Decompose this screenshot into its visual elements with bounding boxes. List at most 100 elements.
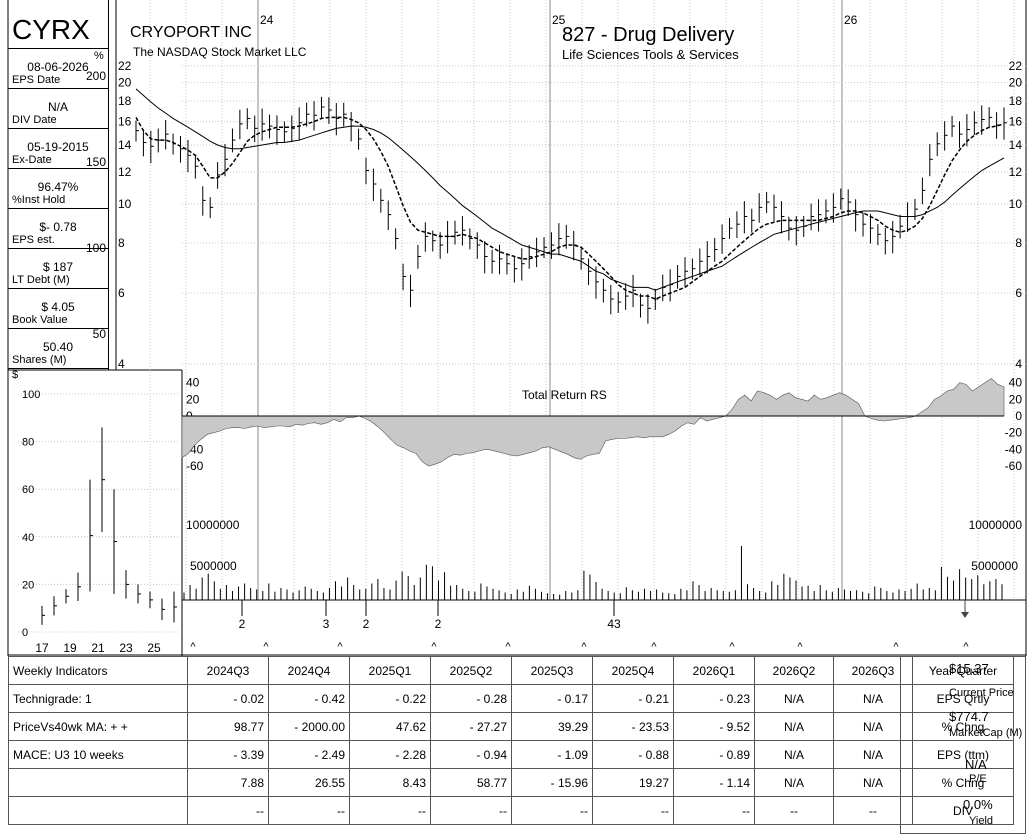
table-cell: N/A: [833, 768, 913, 797]
volume-label-left: 5000000: [190, 559, 237, 573]
caret-marker: ^: [797, 641, 803, 653]
table-cell: --: [268, 796, 350, 825]
rs-tick-right: 0: [1015, 409, 1022, 423]
inset-tick: 40: [22, 532, 34, 544]
table-cell: - 15.96: [511, 768, 593, 797]
table-cell: - 0.17: [511, 684, 593, 713]
market-cap: $774.7: [949, 709, 989, 724]
price-tick-right: 8: [1015, 236, 1022, 250]
table-cell: - 0.89: [673, 740, 755, 769]
industry-title: 827 - Drug Delivery: [562, 24, 735, 46]
year-label: 26: [844, 13, 858, 27]
table-header-cell: 2025Q1: [349, 656, 431, 685]
sidebar-value: 96.47%: [37, 180, 79, 194]
sidebar-divider: [8, 368, 108, 369]
sidebar-divider: [8, 128, 108, 129]
current-price-label: Current Price: [949, 687, 1014, 699]
market-cap-label: MarketCap (M): [949, 727, 1023, 739]
sector-name: Life Sciences Tools & Services: [562, 47, 739, 62]
price-tick-left: 10: [118, 197, 132, 211]
table-cell: - 0.88: [592, 740, 674, 769]
rs-tick-right: 20: [1009, 392, 1023, 406]
rs-tick-left: -60: [186, 459, 204, 473]
ticker-symbol: CYRX: [12, 14, 90, 45]
caret-marker: ^: [963, 641, 969, 653]
sidebar-divider: [8, 88, 108, 89]
sidebar-value: 50.40: [42, 340, 74, 354]
current-price: $15.37: [949, 661, 989, 676]
rs-tick-left: 20: [186, 392, 200, 406]
table-cell: - 0.21: [592, 684, 674, 713]
table-cell: --: [511, 796, 593, 825]
price-tick-right: 6: [1015, 286, 1022, 300]
table-row: -- -- -- -- -- -- -- -- -- DIV: [8, 796, 1014, 825]
table-header-cell: 2026Q1: [673, 656, 755, 685]
inset-tick: 0: [22, 627, 28, 639]
inset-tick: 60: [22, 484, 34, 496]
table-cell: 7.88: [187, 768, 269, 797]
table-cell: N/A: [754, 740, 834, 769]
volume-label-left: 10000000: [186, 518, 240, 532]
table-cell: --: [833, 796, 913, 825]
table-cell: 39.29: [511, 712, 593, 741]
table-cell: --: [187, 796, 269, 825]
price-tick-left: 20: [118, 76, 132, 90]
caret-marker: ^: [263, 641, 269, 653]
table-cell: - 9.52: [673, 712, 755, 741]
table-cell: N/A: [754, 684, 834, 713]
sidebar-value: $ 4.05: [41, 300, 75, 314]
table-cell: PriceVs40wk MA: + +: [8, 712, 188, 741]
down-arrow-icon: [961, 612, 969, 618]
table-cell: --: [754, 796, 834, 825]
table-cell: 98.77: [187, 712, 269, 741]
sidebar-label: %Inst Hold: [12, 194, 66, 206]
rs-tick-right: -40: [1005, 442, 1023, 456]
volume-marker: 2: [435, 617, 442, 631]
rs-chart: 4040202000-20-20-40-40-60-60: [181, 376, 1023, 473]
price-tick-right: 22: [1009, 59, 1023, 73]
inset-x-tick: 21: [91, 641, 105, 655]
table-row: 7.88 26.55 8.43 58.77- 15.96 19.27- 1.14 N/A N…: [8, 768, 1014, 797]
volume-marker: 2: [239, 617, 246, 631]
sidebar-value: $ 187: [42, 260, 74, 274]
price-chart: 4 4 6 6 8 8 10 10 12 12 14 14 16 16 18 18 20 20 22 22 200 150…: [86, 59, 1026, 371]
caret-marker: ^: [893, 641, 899, 653]
table-header-row: Weekly Indicators 2024Q3 2024Q4 2025Q1 2025Q…: [8, 656, 1014, 685]
sidebar-label: EPS est.: [12, 234, 55, 246]
table-header-cell: 2026Q2: [754, 656, 834, 685]
pe-label: P/E: [969, 773, 987, 785]
caret-marker: ^: [337, 641, 343, 653]
inset-tick: 80: [22, 437, 34, 449]
table-cell: - 3.39: [187, 740, 269, 769]
rs-tick-right: 40: [1009, 376, 1023, 390]
price-tick-right: 16: [1009, 115, 1023, 129]
sidebar-value: $- 0.78: [39, 220, 77, 234]
volume-label-right: 5000000: [971, 559, 1018, 573]
indicator-table: Weekly Indicators 2024Q3 2024Q4 2025Q1 2025Q…: [8, 656, 1026, 834]
table-cell: DIV: [912, 796, 1014, 825]
pct-axis-label: %: [94, 50, 104, 62]
price-tick-right: 12: [1009, 165, 1023, 179]
price-tick-right: 10: [1009, 197, 1023, 211]
inset-x-tick: 25: [147, 641, 161, 655]
table-header-cell: 2026Q3: [833, 656, 913, 685]
volume-label-right: 10000000: [969, 518, 1023, 532]
price-summary-box: $15.37 Current Price $774.7 MarketCap (M…: [900, 656, 1026, 834]
table-cell: - 2.49: [268, 740, 350, 769]
table-cell: - 0.94: [430, 740, 512, 769]
table-cell: [8, 796, 188, 825]
table-header-cell: 2024Q3: [187, 656, 269, 685]
table-row: Technigrade: 1- 0.02- 0.42- 0.22- 0.28- …: [8, 684, 1014, 713]
caret-marker: ^: [729, 641, 735, 653]
rs-label: Total Return RS: [522, 388, 607, 402]
table-cell: --: [673, 796, 755, 825]
pct-tick: 50: [93, 327, 107, 341]
table-cell: - 0.02: [187, 684, 269, 713]
yield-value: 0.0%: [963, 797, 993, 812]
volume-marker: 3: [323, 617, 330, 631]
table-cell: --: [592, 796, 674, 825]
sidebar-divider: [8, 168, 108, 169]
price-tick-right: 14: [1009, 138, 1023, 152]
sidebar: 08-06-2026 EPS Date N/A DIV Date 05-19-2015 E…: [8, 0, 109, 370]
price-tick-left: 14: [118, 138, 132, 152]
